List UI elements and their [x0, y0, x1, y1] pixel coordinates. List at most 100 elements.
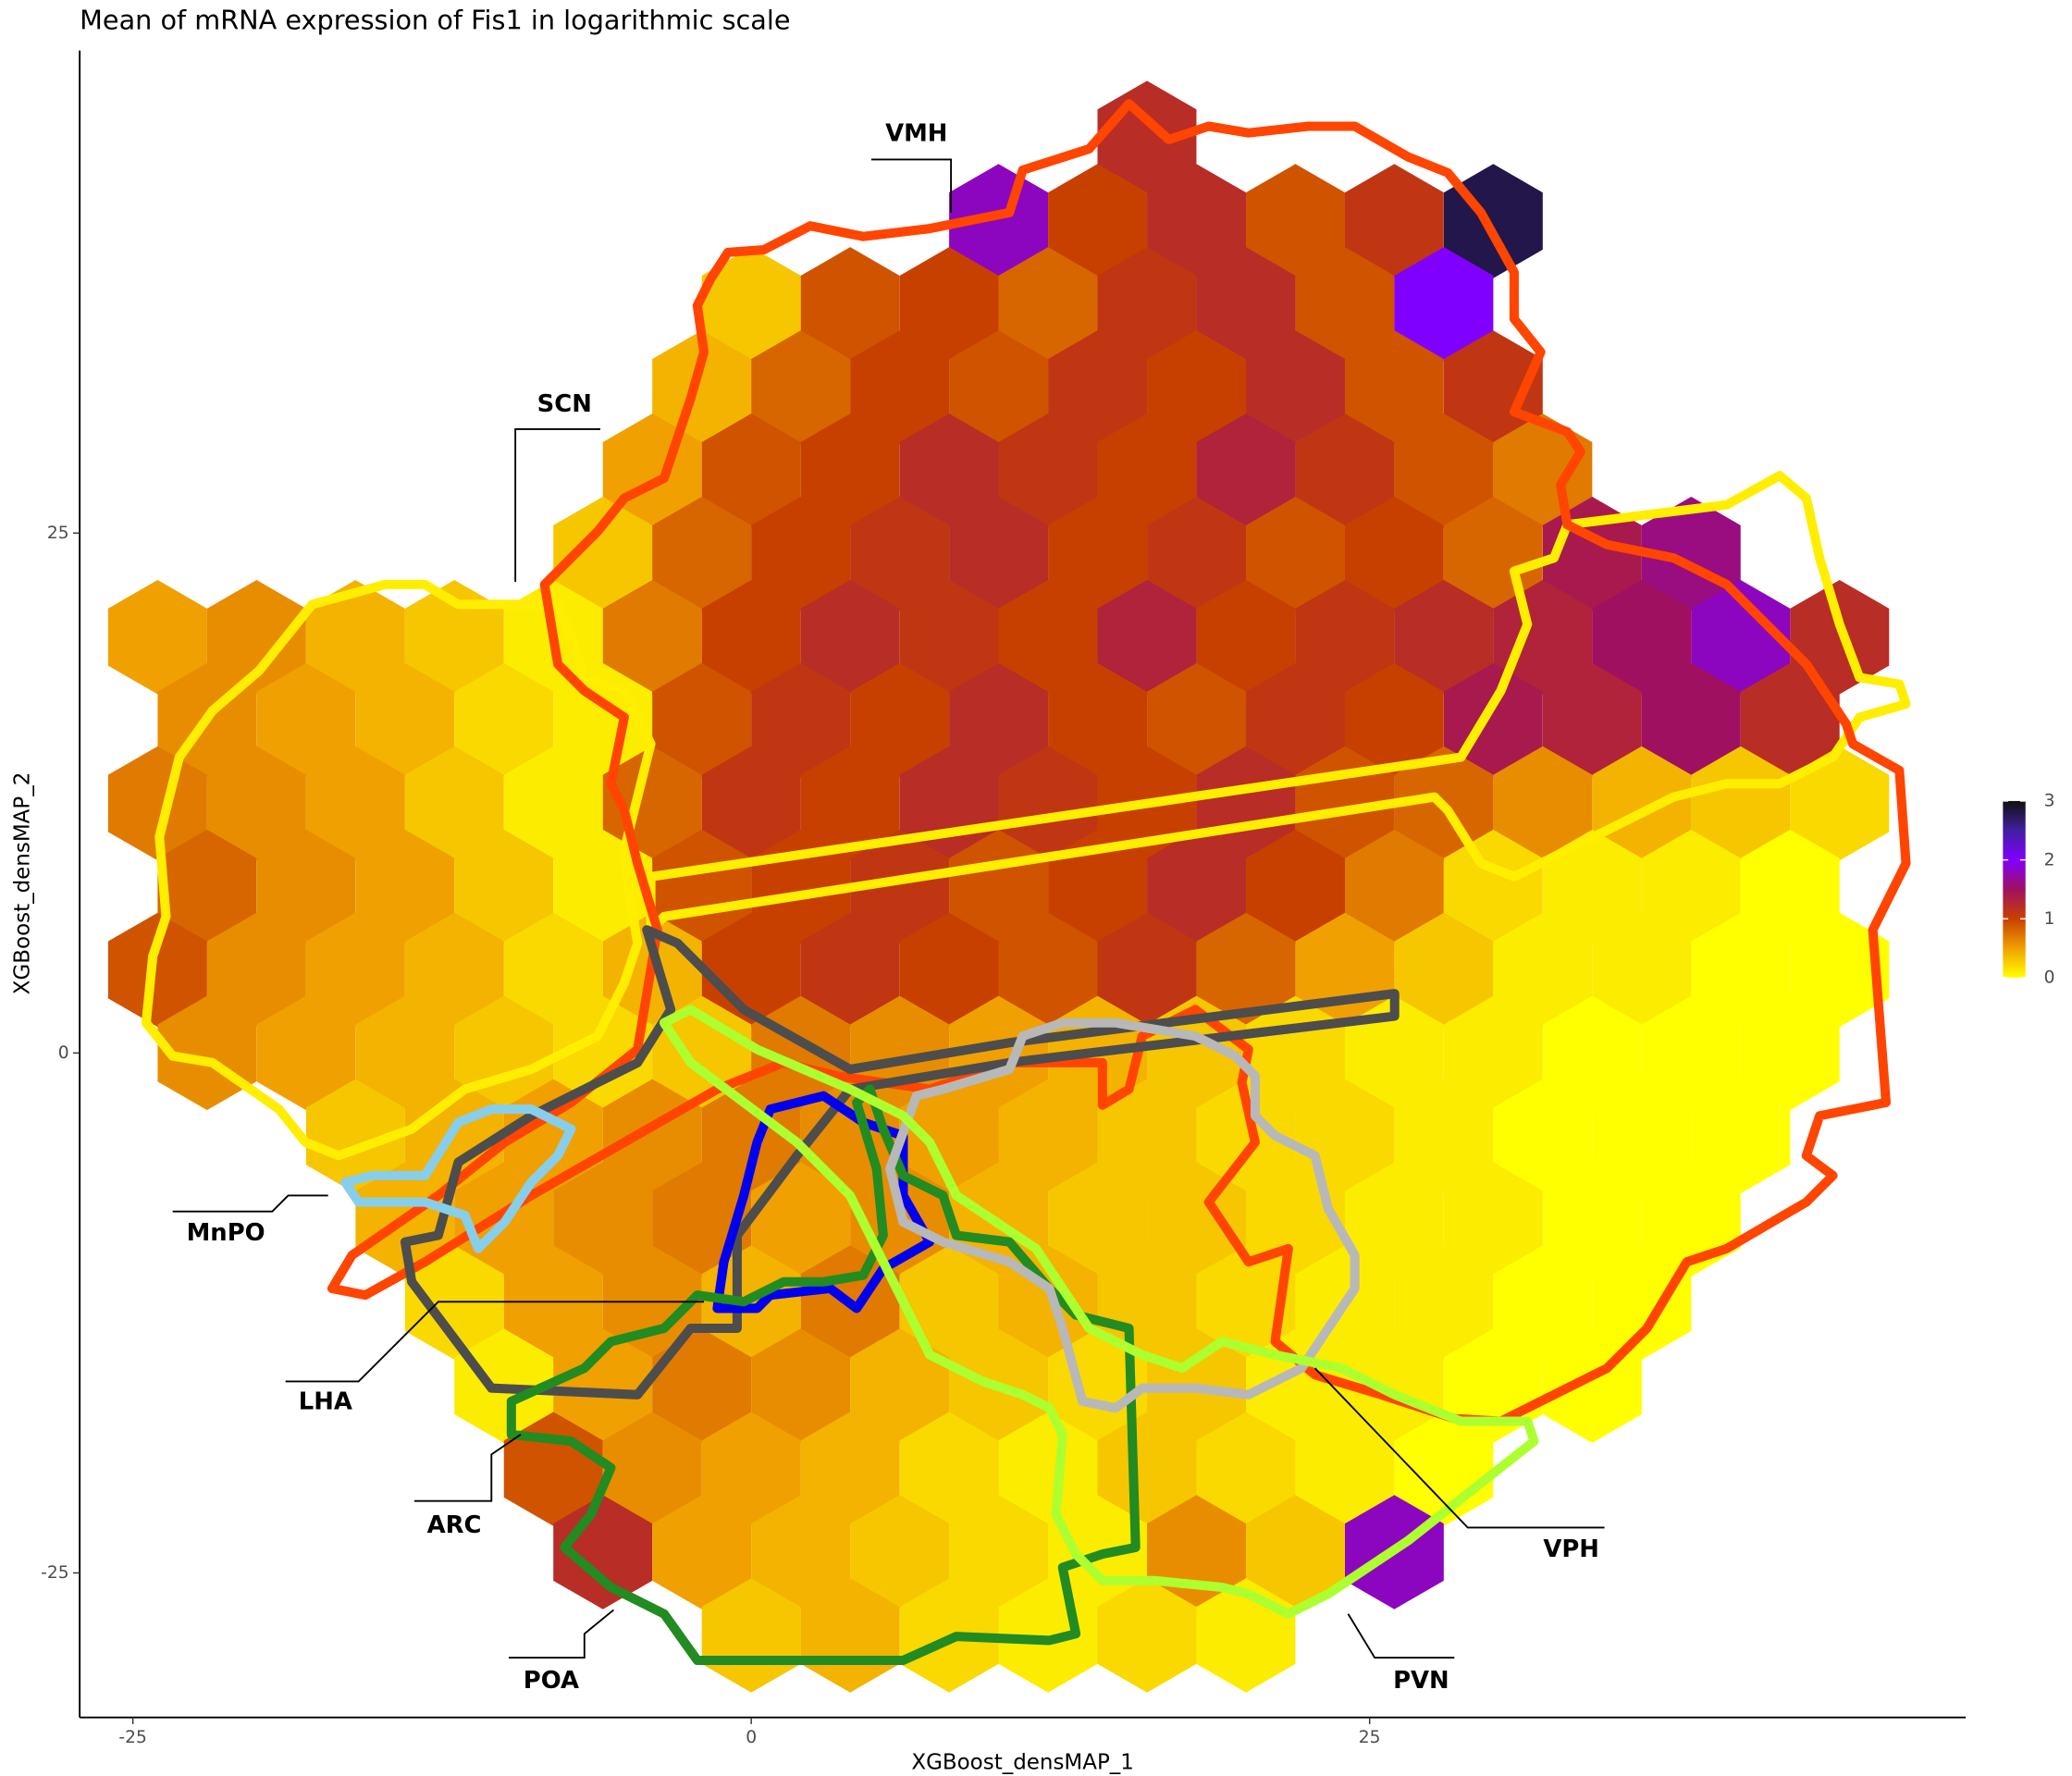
- hex-cell: [1344, 829, 1444, 944]
- x-tick-label: 0: [746, 1728, 757, 1747]
- hex-cell: [1344, 995, 1444, 1111]
- hex-cell: [800, 580, 900, 695]
- hex-cell: [1592, 580, 1692, 695]
- hex-cell: [256, 662, 356, 778]
- hex-cell: [1295, 580, 1395, 695]
- hex-cell: [206, 746, 306, 861]
- hex-cell: [1295, 413, 1395, 528]
- outline-vph: [885, 1018, 1360, 1413]
- hex-cell: [305, 580, 405, 695]
- hex-cell: [1542, 995, 1642, 1111]
- hex-cell: [998, 1079, 1098, 1194]
- hex-cell: [454, 829, 554, 944]
- hex-cell: [305, 746, 405, 861]
- hex-cell: [751, 330, 851, 445]
- hex-cell: [1196, 413, 1296, 528]
- hex-cell: [1196, 580, 1296, 695]
- hex-cell: [1493, 912, 1593, 1028]
- hex-cell: [602, 1412, 702, 1526]
- hex-cell: [1493, 580, 1593, 695]
- hex-cell: [404, 912, 504, 1028]
- hex-cell: [1147, 662, 1247, 778]
- x-tick-label: 25: [1359, 1728, 1381, 1747]
- hex-cell: [949, 496, 1049, 611]
- hex-cell: [1246, 1495, 1345, 1610]
- hex-cell: [949, 164, 1049, 278]
- hex-cell: [1246, 164, 1345, 278]
- hex-cell: [1097, 580, 1197, 695]
- colorbar-tick-label: 1: [2044, 909, 2055, 929]
- hex-cell: [1394, 413, 1494, 528]
- hex-cell: [1246, 829, 1345, 944]
- hex-cell: [1493, 1079, 1593, 1194]
- hex-cell: [1344, 164, 1444, 278]
- x-tick-label: -25: [118, 1728, 146, 1747]
- chart-title: Mean of mRNA expression of Fis1 in logar…: [80, 5, 790, 36]
- hex-cell: [652, 662, 752, 778]
- hex-cell: [1196, 247, 1296, 362]
- hex-cell: [1542, 829, 1642, 944]
- hex-cell: [899, 413, 999, 528]
- hex-cell: [949, 330, 1049, 445]
- hex-cell: [652, 1328, 752, 1443]
- hex-cell: [1394, 1245, 1494, 1360]
- hex-cell: [1246, 662, 1345, 778]
- hex-cell: [899, 247, 999, 362]
- colorbar-tick-label: 0: [2044, 968, 2055, 988]
- hex-cell: [1246, 496, 1345, 611]
- hex-cell: [1790, 912, 1890, 1028]
- hex-cell: [1691, 580, 1791, 695]
- hex-cell: [1097, 1578, 1197, 1693]
- hex-cell: [1740, 829, 1840, 944]
- colorbar-tick-label: 3: [2044, 792, 2055, 811]
- hex-cell: [899, 580, 999, 695]
- hex-cell: [751, 496, 851, 611]
- leader-lha: [285, 1301, 705, 1383]
- leader-lines: VMH SCN MnPO LHA ARC POA VPH PVN: [172, 119, 1605, 1695]
- hex-cell: [800, 247, 900, 362]
- hex-cell: [1542, 662, 1642, 778]
- hex-cell: [899, 1412, 999, 1526]
- hex-cell: [998, 912, 1098, 1028]
- hex-cell: [1344, 496, 1444, 611]
- region-label: PVN: [1393, 1667, 1449, 1695]
- hex-cell: [998, 746, 1098, 861]
- hex-cell: [157, 829, 257, 944]
- hex-cell: [800, 912, 900, 1028]
- leader-vmh: [870, 158, 953, 213]
- hex-cell: [1344, 1328, 1444, 1443]
- leader-arc: [414, 1434, 522, 1502]
- hex-cell: [503, 746, 603, 861]
- hex-cell: [1542, 1162, 1642, 1276]
- hex-cell: [553, 1162, 653, 1276]
- hex-cell: [553, 496, 653, 611]
- hex-cell: [1097, 1079, 1197, 1194]
- y-tick-label: 25: [47, 524, 69, 543]
- region-label: ARC: [427, 1511, 482, 1539]
- hex-cell: [1097, 1412, 1197, 1526]
- hex-cell: [1344, 1162, 1444, 1276]
- hex-cell: [652, 330, 752, 445]
- hex-cell: [1196, 912, 1296, 1028]
- hex-cell: [256, 995, 356, 1111]
- hex-cell: [107, 580, 207, 695]
- hex-cell: [998, 1412, 1098, 1526]
- hex-cell: [1394, 1079, 1494, 1194]
- hex-cell: [751, 1495, 851, 1610]
- hex-cell: [305, 912, 405, 1028]
- hex-cell: [1147, 496, 1247, 611]
- region-label: MnPO: [187, 1219, 265, 1247]
- region-label: VPH: [1543, 1536, 1599, 1563]
- x-axis-title: XGBoost_densMAP_1: [911, 1751, 1134, 1775]
- hex-cell: [751, 662, 851, 778]
- outline-arc-core: [712, 1091, 935, 1314]
- hex-cell: [899, 1245, 999, 1360]
- colorbar-tick-label: 2: [2044, 850, 2055, 870]
- region-label: POA: [524, 1667, 579, 1695]
- hex-cell: [107, 746, 207, 861]
- hex-cell: [1097, 247, 1197, 362]
- hex-cell: [1097, 912, 1197, 1028]
- hex-cell: [1246, 330, 1345, 445]
- leader-mnpo: [172, 1194, 328, 1213]
